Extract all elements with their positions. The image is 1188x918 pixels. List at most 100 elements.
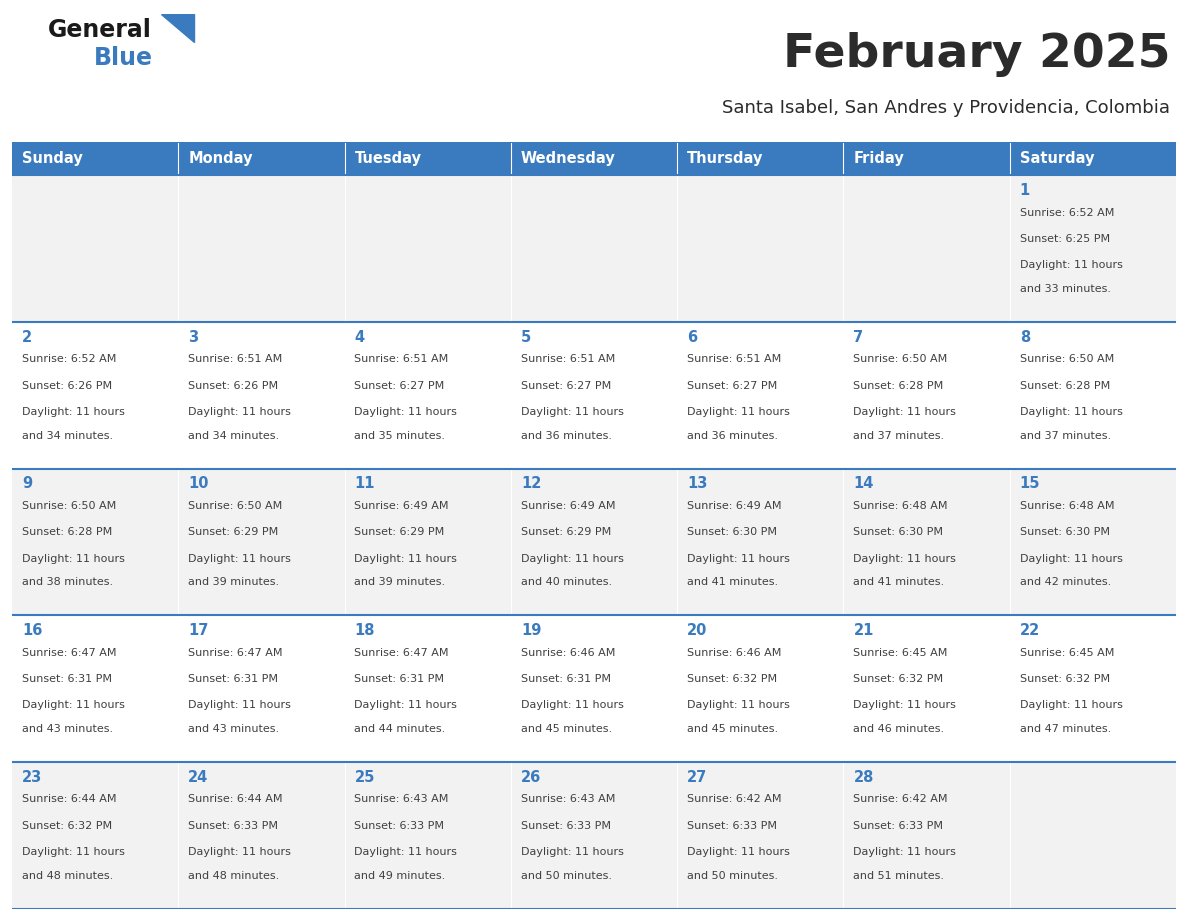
Text: Sunset: 6:33 PM: Sunset: 6:33 PM xyxy=(687,821,777,831)
Text: 20: 20 xyxy=(687,623,708,638)
Text: Sunrise: 6:50 AM: Sunrise: 6:50 AM xyxy=(853,354,948,364)
Text: Daylight: 11 hours: Daylight: 11 hours xyxy=(687,407,790,417)
Text: Sunrise: 6:45 AM: Sunrise: 6:45 AM xyxy=(853,648,948,657)
Text: Sunrise: 6:49 AM: Sunrise: 6:49 AM xyxy=(354,501,449,511)
Text: Daylight: 11 hours: Daylight: 11 hours xyxy=(188,554,291,564)
Text: Sunrise: 6:51 AM: Sunrise: 6:51 AM xyxy=(687,354,782,364)
Text: Sunrise: 6:51 AM: Sunrise: 6:51 AM xyxy=(520,354,615,364)
Text: Santa Isabel, San Andres y Providencia, Colombia: Santa Isabel, San Andres y Providencia, … xyxy=(722,99,1170,118)
Text: Sunset: 6:33 PM: Sunset: 6:33 PM xyxy=(853,821,943,831)
Text: Daylight: 11 hours: Daylight: 11 hours xyxy=(687,847,790,857)
Text: 7: 7 xyxy=(853,330,864,344)
Text: and 37 minutes.: and 37 minutes. xyxy=(853,431,944,441)
Text: Sunset: 6:29 PM: Sunset: 6:29 PM xyxy=(188,527,278,537)
Text: Sunrise: 6:49 AM: Sunrise: 6:49 AM xyxy=(687,501,782,511)
Text: Sunset: 6:26 PM: Sunset: 6:26 PM xyxy=(21,381,112,391)
Text: Thursday: Thursday xyxy=(687,151,764,166)
Text: Daylight: 11 hours: Daylight: 11 hours xyxy=(188,407,291,417)
Text: and 41 minutes.: and 41 minutes. xyxy=(853,577,944,588)
Text: and 45 minutes.: and 45 minutes. xyxy=(520,724,612,734)
Text: and 41 minutes.: and 41 minutes. xyxy=(687,577,778,588)
Text: and 34 minutes.: and 34 minutes. xyxy=(21,431,113,441)
Text: 17: 17 xyxy=(188,623,209,638)
Text: 4: 4 xyxy=(354,330,365,344)
Text: Sunrise: 6:47 AM: Sunrise: 6:47 AM xyxy=(354,648,449,657)
Bar xyxy=(677,142,843,175)
Text: Sunset: 6:27 PM: Sunset: 6:27 PM xyxy=(687,381,777,391)
Text: Blue: Blue xyxy=(94,46,153,70)
Text: and 43 minutes.: and 43 minutes. xyxy=(21,724,113,734)
Text: Sunset: 6:31 PM: Sunset: 6:31 PM xyxy=(188,674,278,684)
Text: Sunrise: 6:52 AM: Sunrise: 6:52 AM xyxy=(21,354,116,364)
Text: Daylight: 11 hours: Daylight: 11 hours xyxy=(188,847,291,857)
Text: Sunrise: 6:44 AM: Sunrise: 6:44 AM xyxy=(21,794,116,804)
Bar xyxy=(843,142,1010,175)
Text: Sunset: 6:32 PM: Sunset: 6:32 PM xyxy=(687,674,777,684)
Bar xyxy=(12,175,1176,322)
Text: Sunset: 6:28 PM: Sunset: 6:28 PM xyxy=(1019,381,1110,391)
Text: Sunrise: 6:46 AM: Sunrise: 6:46 AM xyxy=(520,648,615,657)
Text: and 33 minutes.: and 33 minutes. xyxy=(1019,284,1111,294)
Text: Daylight: 11 hours: Daylight: 11 hours xyxy=(21,554,125,564)
Text: Sunset: 6:30 PM: Sunset: 6:30 PM xyxy=(687,527,777,537)
Text: and 36 minutes.: and 36 minutes. xyxy=(687,431,778,441)
Text: Sunrise: 6:44 AM: Sunrise: 6:44 AM xyxy=(188,794,283,804)
Text: Sunset: 6:25 PM: Sunset: 6:25 PM xyxy=(1019,234,1110,244)
Text: 24: 24 xyxy=(188,770,208,785)
Text: Sunset: 6:29 PM: Sunset: 6:29 PM xyxy=(354,527,444,537)
Text: Sunset: 6:32 PM: Sunset: 6:32 PM xyxy=(1019,674,1110,684)
Text: 6: 6 xyxy=(687,330,697,344)
Text: and 51 minutes.: and 51 minutes. xyxy=(853,870,944,880)
Text: Daylight: 11 hours: Daylight: 11 hours xyxy=(687,700,790,711)
Text: and 50 minutes.: and 50 minutes. xyxy=(520,870,612,880)
Bar xyxy=(12,615,1176,762)
Text: and 37 minutes.: and 37 minutes. xyxy=(1019,431,1111,441)
Text: Daylight: 11 hours: Daylight: 11 hours xyxy=(853,700,956,711)
Text: 16: 16 xyxy=(21,623,43,638)
Text: Daylight: 11 hours: Daylight: 11 hours xyxy=(188,700,291,711)
Text: Sunrise: 6:42 AM: Sunrise: 6:42 AM xyxy=(853,794,948,804)
Text: Daylight: 11 hours: Daylight: 11 hours xyxy=(853,407,956,417)
Text: and 47 minutes.: and 47 minutes. xyxy=(1019,724,1111,734)
Text: Sunrise: 6:50 AM: Sunrise: 6:50 AM xyxy=(188,501,283,511)
Text: and 49 minutes.: and 49 minutes. xyxy=(354,870,446,880)
Text: Daylight: 11 hours: Daylight: 11 hours xyxy=(1019,700,1123,711)
Text: 18: 18 xyxy=(354,623,375,638)
Text: Sunset: 6:26 PM: Sunset: 6:26 PM xyxy=(188,381,278,391)
Text: 9: 9 xyxy=(21,476,32,491)
Text: Daylight: 11 hours: Daylight: 11 hours xyxy=(853,554,956,564)
Text: Daylight: 11 hours: Daylight: 11 hours xyxy=(1019,261,1123,270)
Text: 26: 26 xyxy=(520,770,541,785)
Text: Sunset: 6:31 PM: Sunset: 6:31 PM xyxy=(354,674,444,684)
Text: 21: 21 xyxy=(853,623,874,638)
Text: 11: 11 xyxy=(354,476,375,491)
Text: Sunrise: 6:48 AM: Sunrise: 6:48 AM xyxy=(1019,501,1114,511)
Text: Sunset: 6:28 PM: Sunset: 6:28 PM xyxy=(21,527,112,537)
Text: Daylight: 11 hours: Daylight: 11 hours xyxy=(21,847,125,857)
Text: 28: 28 xyxy=(853,770,874,785)
Text: 1: 1 xyxy=(1019,183,1030,198)
Text: Sunrise: 6:43 AM: Sunrise: 6:43 AM xyxy=(354,794,449,804)
Text: Daylight: 11 hours: Daylight: 11 hours xyxy=(354,700,457,711)
Text: Sunset: 6:33 PM: Sunset: 6:33 PM xyxy=(188,821,278,831)
Text: Sunrise: 6:49 AM: Sunrise: 6:49 AM xyxy=(520,501,615,511)
Text: Daylight: 11 hours: Daylight: 11 hours xyxy=(21,700,125,711)
Text: 5: 5 xyxy=(520,330,531,344)
Text: 12: 12 xyxy=(520,476,542,491)
Text: Daylight: 11 hours: Daylight: 11 hours xyxy=(520,700,624,711)
Text: General: General xyxy=(48,18,151,42)
Text: Saturday: Saturday xyxy=(1019,151,1094,166)
Text: 8: 8 xyxy=(1019,330,1030,344)
Text: Friday: Friday xyxy=(853,151,904,166)
Text: Sunrise: 6:46 AM: Sunrise: 6:46 AM xyxy=(687,648,782,657)
Text: Sunrise: 6:52 AM: Sunrise: 6:52 AM xyxy=(1019,207,1114,218)
Text: 3: 3 xyxy=(188,330,198,344)
Text: and 48 minutes.: and 48 minutes. xyxy=(188,870,279,880)
Text: and 34 minutes.: and 34 minutes. xyxy=(188,431,279,441)
Text: February 2025: February 2025 xyxy=(783,32,1170,77)
Text: Daylight: 11 hours: Daylight: 11 hours xyxy=(354,554,457,564)
Bar xyxy=(511,142,677,175)
Text: Daylight: 11 hours: Daylight: 11 hours xyxy=(520,554,624,564)
Text: Sunrise: 6:42 AM: Sunrise: 6:42 AM xyxy=(687,794,782,804)
Text: Sunset: 6:30 PM: Sunset: 6:30 PM xyxy=(853,527,943,537)
